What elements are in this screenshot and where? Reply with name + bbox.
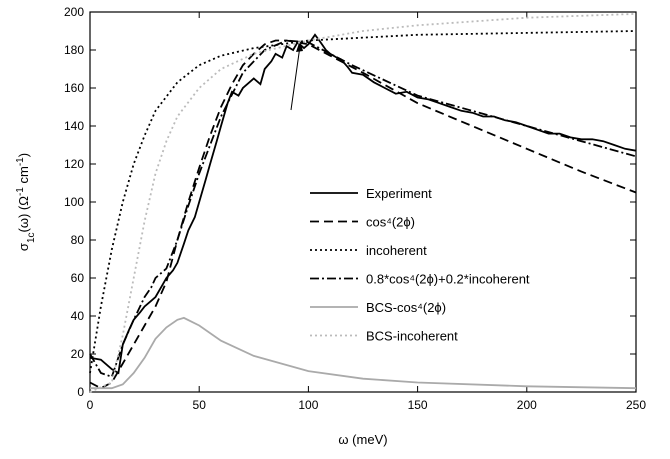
x-tick-label: 100 — [298, 398, 318, 412]
x-tick-label: 0 — [87, 398, 94, 412]
x-tick-label: 200 — [517, 398, 537, 412]
legend-label: BCS-cos⁴(2ϕ) — [366, 300, 446, 315]
y-tick-label: 40 — [71, 309, 85, 323]
y-label-part: (ω) (Ω — [16, 196, 31, 233]
y-tick-label: 0 — [77, 385, 84, 399]
x-tick-label: 250 — [626, 398, 646, 412]
y-label-part: ) — [16, 153, 31, 157]
y-tick-label: 20 — [71, 347, 85, 361]
series-line — [89, 39, 637, 378]
x-tick-label: 150 — [408, 398, 428, 412]
plot-frame — [89, 11, 637, 393]
y-tick-label: 60 — [71, 271, 85, 285]
y-tick-label: 160 — [64, 81, 84, 95]
series-line — [90, 316, 637, 390]
legend-label: Experiment — [366, 186, 432, 201]
y-label-part: -1 — [15, 157, 26, 166]
arrow — [290, 40, 303, 111]
y-label-part: -1 — [15, 187, 26, 196]
y-tick-label: 200 — [64, 5, 84, 19]
x-tick-label: 50 — [193, 398, 207, 412]
legend-label: cos⁴(2ϕ) — [366, 215, 415, 230]
y-tick-label: 100 — [64, 195, 84, 209]
x-axis-label: ω (meV) — [338, 432, 387, 447]
y-tick-label: 120 — [64, 157, 84, 171]
y-label-part: cm — [16, 166, 31, 187]
y-label-part: 1c — [26, 232, 37, 243]
y-label-part: σ — [16, 243, 31, 251]
legend-label: BCS-incoherent — [366, 329, 458, 344]
y-tick-label: 180 — [64, 43, 84, 57]
series-line — [89, 33, 637, 375]
series-line — [89, 13, 637, 393]
series-line — [89, 39, 637, 390]
legend-label: 0.8*cos⁴(2ϕ)+0.2*incoherent — [366, 272, 530, 287]
y-tick-label: 140 — [64, 119, 84, 133]
y-tick-label: 80 — [71, 233, 85, 247]
legend-label: incoherent — [366, 243, 427, 258]
series-line — [89, 30, 637, 374]
y-axis-label: σ1c(ω) (Ω-1 cm-1) — [15, 153, 37, 251]
